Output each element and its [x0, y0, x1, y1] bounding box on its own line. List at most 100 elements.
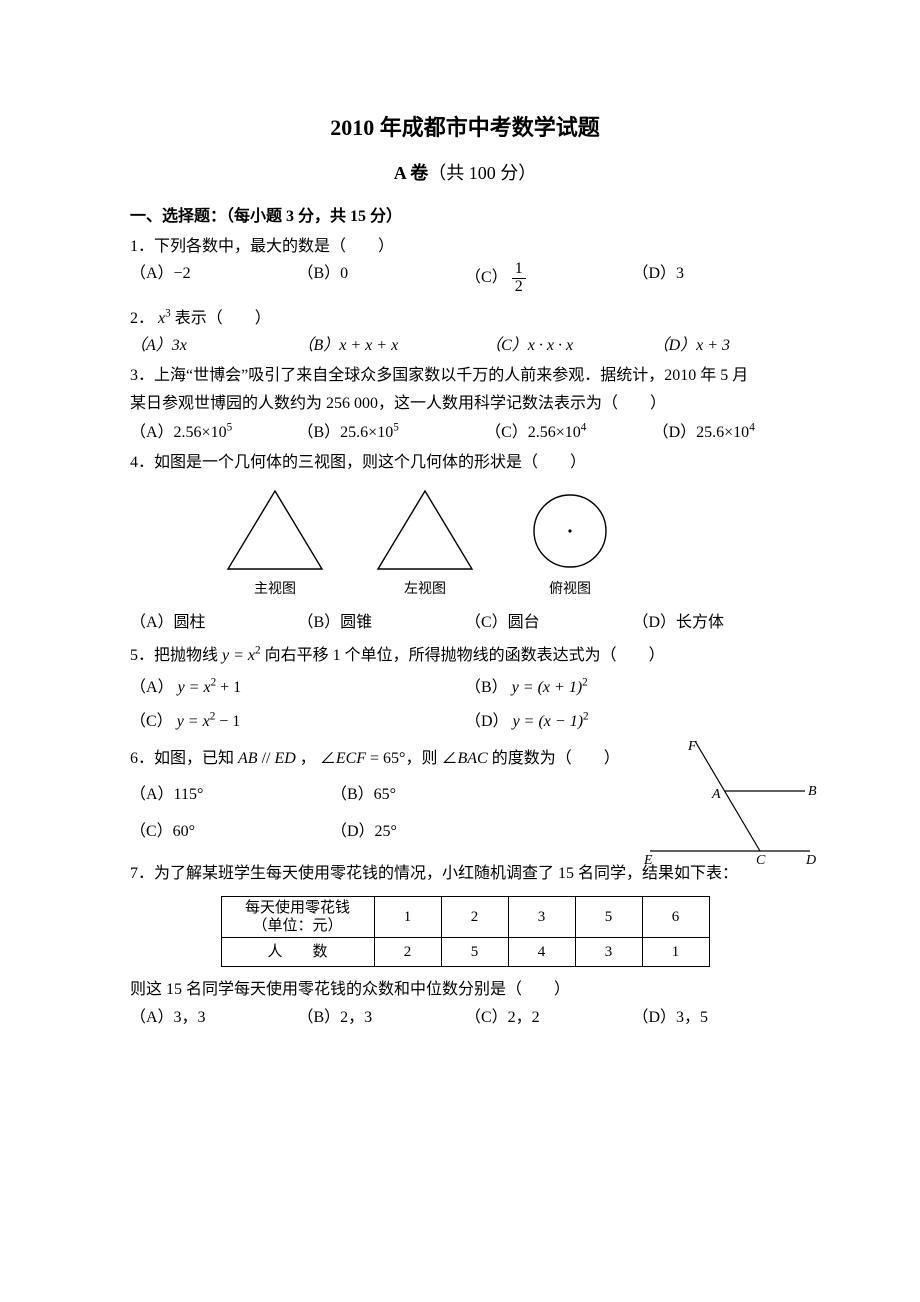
question-7-table: 每天使用零花钱 （单位：元） 1 2 3 5 6 人 数 2 5 4 3 1 [221, 896, 710, 967]
q5-a-expr: y = x [178, 679, 211, 696]
q5-yeq: y = x [222, 647, 255, 664]
q5-c-pre: （C） [130, 713, 173, 730]
question-7-options: （A）3，3 （B）2，3 （C）2，2 （D）3，5 [130, 1005, 800, 1031]
triangle-icon [370, 485, 480, 575]
q2-pre: 2． [130, 310, 154, 327]
question-6-options-row2: （C）60° （D）25° [130, 819, 532, 845]
label-D: D [805, 853, 816, 866]
q6-eq: = 65°，则 [370, 750, 441, 767]
q6-pre: 6．如图，已知 [130, 750, 238, 767]
q5-c-tail: − 1 [215, 713, 240, 730]
q4-option-c: （C）圆台 [465, 610, 633, 636]
section-1-heading: 一、选择题：（每小题 3 分，共 15 分） [130, 204, 800, 230]
q3-b-pre: （B）25.6×10 [298, 424, 394, 441]
q6-ang2-pre: ∠ [441, 750, 457, 767]
q5-post: 向右平移 1 个单位，所得抛物线的函数表达式为（ ） [265, 647, 665, 664]
circle-icon [520, 485, 620, 575]
q6-option-b: （B）65° [331, 782, 532, 808]
triangle-icon [220, 485, 330, 575]
main-view-label: 主视图 [254, 582, 296, 597]
q1-c-pre: （C） [465, 269, 508, 286]
label-F: F [687, 739, 697, 754]
question-4-stem: 4．如图是一个几何体的三视图，则这个几何体的形状是（ ） [130, 450, 800, 476]
row1-header: 每天使用零花钱 （单位：元） [221, 897, 374, 938]
q2-option-d: （D）x + 3 [653, 333, 800, 359]
cell: 1 [374, 897, 441, 938]
table-row: 每天使用零花钱 （单位：元） 1 2 3 5 6 [221, 897, 709, 938]
cell: 3 [508, 897, 575, 938]
fraction-icon: 1 2 [512, 261, 526, 296]
question-2-stem: 2． x3 表示（ ） [130, 306, 800, 332]
q1-option-d: （D）3 [633, 261, 801, 296]
q3-option-d: （D）25.6×104 [653, 420, 800, 446]
q5-pre: 5．把抛物线 [130, 647, 222, 664]
q5-a-pre: （A） [130, 679, 174, 696]
label-C: C [756, 853, 766, 866]
top-view: 俯视图 [520, 485, 620, 601]
q5-c-expr: y = x [177, 713, 210, 730]
q1-option-b: （B）0 [298, 261, 466, 296]
q3-d-sup: 4 [749, 422, 755, 434]
question-3-line1: 3．上海“世博会”吸引了来自全球众多国家数以千万的人前来参观．据统计，2010 … [130, 363, 800, 389]
question-7-conclusion: 则这 15 名同学每天使用零花钱的众数和中位数分别是（ ） [130, 977, 800, 1003]
subtitle: A 卷（共 100 分） [130, 159, 800, 188]
q5-b-sup: 2 [582, 677, 588, 689]
q7-option-b: （B）2，3 [298, 1005, 466, 1031]
q5-d-expr: y = (x − 1) [513, 713, 583, 730]
question-2-options: （A）3x （B）x + x + x （C）x · x · x （D）x + 3 [130, 333, 800, 359]
q2-a-expr: （A）3x [130, 337, 187, 354]
q6-option-a: （A）115° [130, 782, 331, 808]
question-5-options-row2: （C） y = x 2 − 1 （D） y = (x − 1)2 [130, 709, 800, 735]
q2-option-b: （B）x + x + x [298, 333, 486, 359]
question-6-options-row1: （A）115° （B）65° [130, 782, 532, 808]
q3-option-c: （C）2.56×104 [485, 420, 653, 446]
row2-header: 人 数 [221, 938, 374, 967]
q6-option-d: （D）25° [331, 819, 532, 845]
q5-b-pre: （B） [465, 679, 508, 696]
question-4-options: （A）圆柱 （B）圆锥 （C）圆台 （D）长方体 [130, 610, 800, 636]
label-A: A [711, 787, 721, 802]
q2-b-expr: （B）x + x + x [298, 337, 399, 354]
q5-b-expr: y = (x + 1) [512, 679, 582, 696]
cell: 1 [642, 938, 709, 967]
q4-option-b: （B）圆锥 [298, 610, 466, 636]
q5-d-pre: （D） [465, 713, 509, 730]
question-6-block: 6．如图，已知 AB // ED ， ∠ECF = 65°，则 ∠BAC 的度数… [130, 746, 800, 845]
q1-option-a: （A）−2 [130, 261, 298, 296]
cell: 3 [575, 938, 642, 967]
subtitle-bold: A 卷 [394, 163, 429, 183]
page-title: 2010 年成都市中考数学试题 [130, 110, 800, 145]
q6-post: 的度数为（ ） [492, 750, 620, 767]
q5-sup: 2 [255, 645, 261, 657]
q2-option-a: （A）3x [130, 333, 298, 359]
geometry-diagram-icon: F A B E C D [640, 736, 820, 866]
q6-comma: ， [300, 750, 316, 767]
cell: 5 [575, 897, 642, 938]
q6-ang1-pre: ∠ [320, 750, 336, 767]
left-view-label: 左视图 [404, 582, 446, 597]
q5-d-sup: 2 [583, 710, 589, 722]
q4-option-a: （A）圆柱 [130, 610, 298, 636]
q3-c-sup: 4 [581, 422, 587, 434]
q2-option-c: （C）x · x · x [485, 333, 653, 359]
label-B: B [808, 784, 817, 799]
label-E: E [643, 853, 653, 866]
q1-option-c: （C） 1 2 [465, 261, 633, 296]
q6-ang2: BAC [457, 750, 487, 767]
q7-option-d: （D）3，5 [633, 1005, 801, 1031]
q1-c-den: 2 [512, 279, 526, 296]
q3-option-b: （B）25.6×105 [298, 420, 486, 446]
q5-option-d: （D） y = (x − 1)2 [465, 709, 800, 735]
left-view: 左视图 [370, 485, 480, 601]
q2-post: 表示（ ） [175, 310, 271, 327]
question-1-options: （A）−2 （B）0 （C） 1 2 （D）3 [130, 261, 800, 296]
main-view: 主视图 [220, 485, 330, 601]
question-4-figures: 主视图 左视图 俯视图 [220, 485, 800, 601]
q6-ed: ED [274, 750, 295, 767]
exam-page: 2010 年成都市中考数学试题 A 卷（共 100 分） 一、选择题：（每小题 … [0, 0, 920, 1302]
table-row: 人 数 2 5 4 3 1 [221, 938, 709, 967]
q5-a-tail: + 1 [216, 679, 241, 696]
top-view-label: 俯视图 [549, 582, 591, 597]
question-1-stem: 1．下列各数中，最大的数是（ ） [130, 234, 800, 260]
q2-c-expr: （C）x · x · x [485, 337, 573, 354]
